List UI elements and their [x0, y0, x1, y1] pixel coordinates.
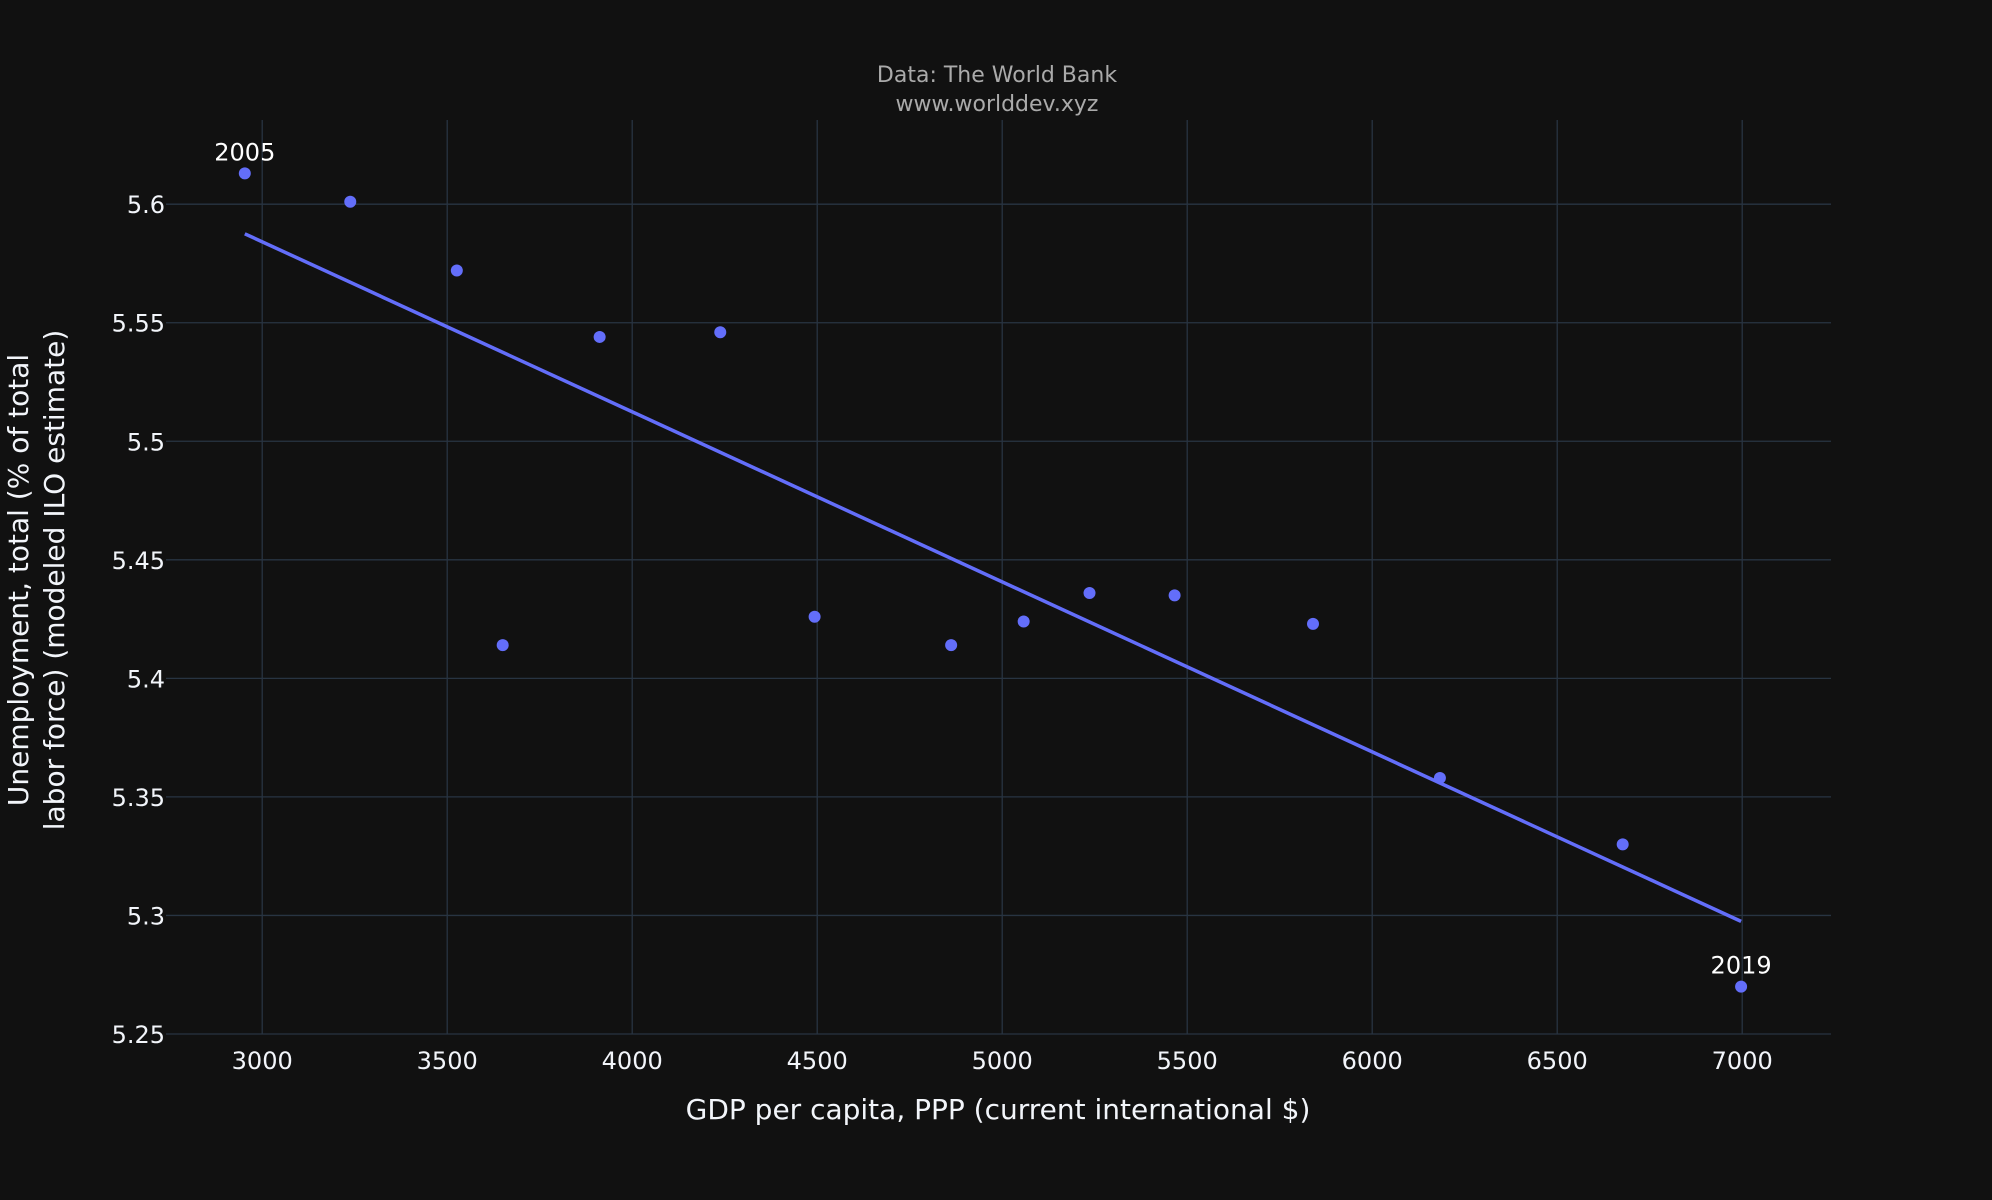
grid	[166, 120, 1831, 1035]
data-point[interactable]	[496, 639, 509, 652]
data-point[interactable]	[593, 330, 606, 343]
x-tick-label: 7000	[1712, 1047, 1773, 1075]
data-point[interactable]	[945, 639, 958, 652]
data-point[interactable]	[450, 264, 463, 277]
trendline-segment	[244, 232, 1742, 923]
data-point[interactable]	[1083, 587, 1096, 600]
point-annotations: 2005 2019	[214, 138, 1771, 979]
data-point[interactable]	[1735, 980, 1748, 993]
data-point[interactable]	[1616, 838, 1629, 851]
y-tick-label: 5.4	[127, 665, 165, 693]
y-axis-title-line-1: Unemployment, total (% of total	[2, 354, 35, 806]
data-point[interactable]	[808, 610, 821, 623]
x-tick-label: 3500	[417, 1047, 478, 1075]
y-tick-label: 5.45	[112, 547, 165, 575]
source-line-2: www.worlddev.xyz	[896, 92, 1099, 117]
point-label: 2019	[1711, 952, 1772, 980]
source-line-1: Data: The World Bank	[877, 63, 1117, 88]
y-tick-label: 5.3	[127, 902, 165, 930]
y-axis-title-line-2: labor force) (modeled ILO estimate)	[38, 330, 71, 831]
data-point[interactable]	[344, 195, 357, 208]
data-point[interactable]	[1307, 617, 1319, 630]
data-point[interactable]	[1168, 589, 1181, 602]
x-tick-label: 3000	[232, 1047, 293, 1075]
x-axis-title: GDP per capita, PPP (current internation…	[686, 1093, 1311, 1126]
data-point[interactable]	[238, 167, 251, 180]
trendline	[244, 232, 1742, 923]
x-tick-label: 4500	[787, 1047, 848, 1075]
y-tick-label: 5.5	[127, 428, 165, 456]
x-tick-label: 5500	[1157, 1047, 1218, 1075]
x-tick-label: 6000	[1342, 1047, 1403, 1075]
x-tick-label: 4000	[602, 1047, 663, 1075]
x-tick-label: 6500	[1527, 1047, 1588, 1075]
y-tick-label: 5.35	[112, 784, 165, 812]
data-point[interactable]	[1017, 615, 1030, 628]
point-label: 2005	[214, 138, 275, 166]
y-tick-label: 5.6	[127, 191, 165, 219]
data-point[interactable]	[1433, 771, 1446, 784]
y-tick-label: 5.25	[112, 1021, 165, 1049]
data-points	[238, 167, 1748, 993]
x-tick-label: 5000	[972, 1047, 1033, 1075]
y-tick-label: 5.55	[112, 310, 165, 338]
tick-labels: 3000 3500 4000 4500 5000 5500 6000 6500 7000 5.25…	[112, 191, 1773, 1075]
data-point[interactable]	[714, 326, 727, 339]
